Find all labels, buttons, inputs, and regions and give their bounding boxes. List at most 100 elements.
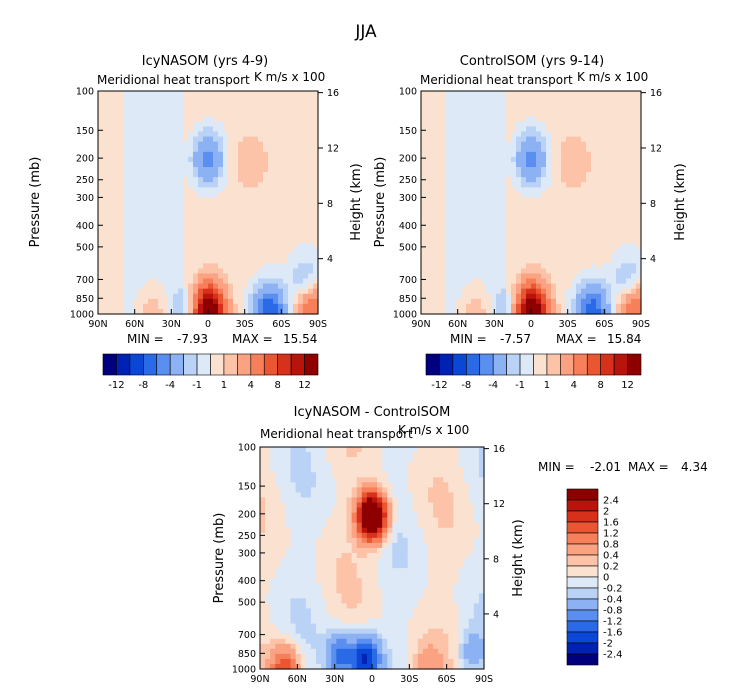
heat-cell: [581, 263, 587, 269]
heat-cell: [331, 447, 337, 453]
heat-cell: [461, 101, 467, 107]
heat-cell: [168, 217, 174, 224]
heat-cell: [228, 177, 234, 183]
heat-cell: [158, 207, 164, 214]
heat-cell: [133, 161, 139, 168]
heat-cell: [556, 243, 562, 249]
heat-cell: [268, 182, 274, 188]
heat-cell: [303, 237, 309, 244]
heat-cell: [253, 121, 259, 128]
heat-cell: [305, 643, 312, 650]
heat-cell: [551, 288, 557, 295]
heat-cell: [303, 96, 309, 102]
heat-cell: [356, 653, 363, 660]
heat-cell: [326, 552, 332, 559]
heat-cell: [243, 212, 249, 219]
heat-cell: [263, 126, 269, 133]
heat-cell: [133, 101, 139, 107]
heat-cell: [283, 161, 289, 168]
heat-cell: [148, 288, 154, 295]
heat-cell: [576, 182, 582, 188]
heat-cell: [305, 447, 312, 453]
heat-cell: [446, 253, 452, 259]
heat-cell: [631, 136, 637, 143]
heat-cell: [486, 298, 492, 305]
heat-cell: [516, 253, 522, 259]
heat-cell: [566, 237, 572, 244]
y-tick-label: 500: [76, 242, 94, 253]
heat-cell: [108, 248, 114, 254]
heat-cell: [446, 116, 452, 123]
heat-cell: [556, 172, 562, 178]
heat-cell: [316, 663, 322, 670]
heat-cell: [581, 207, 587, 214]
heat-cell: [273, 222, 279, 229]
heat-cell: [268, 197, 274, 204]
heat-cell: [501, 222, 507, 229]
panel-1-min-label: MIN =: [127, 332, 164, 346]
heat-cell: [283, 227, 289, 234]
heat-cell: [305, 633, 312, 640]
heat-cell: [253, 187, 259, 193]
heat-cell: [188, 167, 194, 173]
heat-cell: [193, 207, 199, 214]
heat-cell: [113, 126, 119, 133]
heat-cell: [471, 146, 477, 153]
heat-cell: [546, 101, 552, 107]
heat-cell: [616, 172, 622, 178]
heat-cell: [471, 268, 477, 275]
heat-cell: [163, 161, 169, 168]
heat-cell: [321, 633, 327, 640]
heat-cell: [476, 263, 482, 269]
heat-cell: [253, 263, 259, 269]
heat-cell: [621, 197, 627, 204]
heat-cell: [228, 167, 234, 173]
heat-cell: [283, 91, 289, 97]
heat-cell: [118, 227, 124, 234]
heat-cell: [491, 126, 497, 133]
heat-cell: [441, 207, 447, 214]
heat-cell: [561, 192, 567, 199]
heat-cell: [561, 141, 567, 148]
heat-cell: [476, 303, 482, 310]
heat-cell: [616, 126, 622, 133]
heat-cell: [531, 268, 537, 275]
heat-cell: [526, 253, 532, 259]
heat-cell: [238, 106, 244, 112]
heat-cell: [238, 192, 244, 199]
heat-cell: [451, 288, 457, 295]
heat-cell: [326, 522, 332, 529]
heat-cell: [596, 91, 602, 97]
x-tick-label: 90S: [632, 319, 650, 330]
heat-cell: [561, 222, 567, 229]
heat-cell: [228, 298, 234, 305]
heat-cell: [285, 467, 292, 473]
heat-cell: [566, 258, 572, 264]
heat-cell: [601, 116, 607, 123]
heat-cell: [178, 258, 184, 264]
heat-cell: [496, 303, 502, 310]
heat-cell: [321, 608, 327, 615]
heat-cell: [466, 243, 472, 249]
heat-cell: [280, 613, 287, 620]
heat-cell: [566, 141, 572, 148]
heat-cell: [303, 248, 309, 254]
heat-cell: [260, 568, 266, 574]
heat-cell: [178, 268, 184, 275]
heat-cell: [305, 618, 312, 625]
heat-cell: [253, 146, 259, 153]
heat-cell: [113, 121, 119, 128]
heat-cell: [285, 457, 292, 463]
heat-cell: [243, 101, 249, 107]
heat-cell: [103, 126, 109, 133]
heat-cell: [496, 161, 502, 168]
heat-cell: [531, 298, 537, 305]
heat-cell: [481, 146, 487, 153]
heat-cell: [253, 288, 259, 295]
heat-cell: [198, 298, 204, 305]
heat-cell: [303, 243, 309, 249]
heat-cell: [566, 126, 572, 133]
heat-cell: [521, 161, 527, 168]
heat-cell: [571, 116, 577, 123]
heat-cell: [576, 308, 582, 315]
